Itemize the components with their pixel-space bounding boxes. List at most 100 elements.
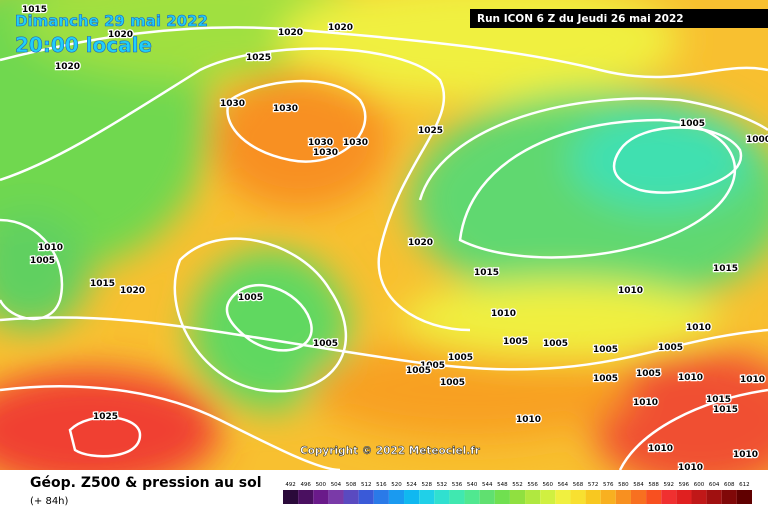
isobars xyxy=(0,26,768,470)
legend-label: 512 xyxy=(361,482,372,488)
isobar-label: 1010 xyxy=(686,323,711,333)
legend-label: 612 xyxy=(739,482,750,488)
isobar-label: 1025 xyxy=(418,126,443,136)
isobar-label: 1020 xyxy=(328,23,353,33)
isobar-label: 1030 xyxy=(220,99,245,109)
legend-label: 576 xyxy=(603,482,614,488)
isobar-label: 1005 xyxy=(448,353,473,363)
legend-swatch xyxy=(358,490,374,504)
legend-swatch xyxy=(313,490,329,504)
legend-label: 532 xyxy=(437,482,448,488)
isobar-label: 1010 xyxy=(516,415,541,425)
isobar-label: 1020 xyxy=(108,30,133,40)
isobar-label: 1025 xyxy=(93,412,118,422)
legend-swatch xyxy=(298,490,314,504)
isobar-label: 1015 xyxy=(706,395,731,405)
legend-label: 552 xyxy=(512,482,523,488)
legend-swatch xyxy=(600,490,616,504)
isobar-label: 1005 xyxy=(636,369,661,379)
isobar-label: 1005 xyxy=(406,366,431,376)
isobar-label: 1005 xyxy=(543,339,568,349)
legend-label: 580 xyxy=(618,482,629,488)
time: 20:00 locale xyxy=(15,33,152,57)
isobar-label: 1000 xyxy=(746,135,768,145)
legend-swatch xyxy=(434,490,450,504)
legend-label: 608 xyxy=(724,482,735,488)
isobar-label: 1005 xyxy=(593,374,618,384)
legend-label: 496 xyxy=(300,482,311,488)
legend-label: 588 xyxy=(648,482,659,488)
legend-label: 600 xyxy=(694,482,705,488)
isobar-label: 1005 xyxy=(680,119,705,129)
legend-label: 548 xyxy=(497,482,508,488)
isobar-label: 1005 xyxy=(238,293,263,303)
legend-label: 500 xyxy=(316,482,327,488)
isobar-label: 1005 xyxy=(593,345,618,355)
legend-label: 516 xyxy=(376,482,387,488)
legend-swatch xyxy=(283,490,299,504)
isobar-label: 1020 xyxy=(408,238,433,248)
legend-swatch xyxy=(570,490,586,504)
isobar-label: 1010 xyxy=(740,375,765,385)
isobar-labels: 1015 1020 1020 1020 1020 1025 1030 1030 1030 1030… xyxy=(21,4,768,475)
isobar-label: 1010 xyxy=(633,398,658,408)
legend-label: 568 xyxy=(573,482,584,488)
run-info: Run ICON 6 Z du Jeudi 26 mai 2022 xyxy=(477,13,684,25)
legend-label: 596 xyxy=(679,482,690,488)
legend-swatch xyxy=(615,490,631,504)
legend-label: 524 xyxy=(406,482,417,488)
legend-label: 544 xyxy=(482,482,493,488)
legend-label: 592 xyxy=(664,482,675,488)
legend-label: 508 xyxy=(346,482,357,488)
isobar-label: 1025 xyxy=(246,53,271,63)
isobar-label: 1010 xyxy=(618,286,643,296)
isobar-label: 1005 xyxy=(30,256,55,266)
legend-swatch xyxy=(706,490,722,504)
isobar-label: 1015 xyxy=(22,5,47,15)
isobar-label: 1020 xyxy=(120,286,145,296)
isobar-label: 1030 xyxy=(343,138,368,148)
footer-subtitle: (+ 84h) xyxy=(30,496,69,507)
legend-swatch xyxy=(479,490,495,504)
legend-label: 504 xyxy=(331,482,342,488)
legend-label: 560 xyxy=(543,482,554,488)
legend-swatch xyxy=(404,490,420,504)
legend-swatch xyxy=(630,490,647,504)
isobar-label: 1030 xyxy=(273,104,298,114)
legend-swatch xyxy=(373,490,389,504)
isobar-label: 1020 xyxy=(278,28,303,38)
legend-swatch xyxy=(555,490,571,504)
legend-label: 584 xyxy=(633,482,644,488)
isobar-label: 1020 xyxy=(55,62,80,72)
color-legend: 492 496 500 504 508 512 516 520 524 528 532 536 540 5… xyxy=(283,482,752,504)
isobar-label: 1030 xyxy=(308,138,333,148)
copyright: Copyright © 2022 Meteociel.fr xyxy=(300,445,481,457)
legend-swatch xyxy=(525,490,541,504)
legend-label: 564 xyxy=(558,482,569,488)
run-banner xyxy=(470,9,768,28)
legend-label: 528 xyxy=(421,482,432,488)
legend-swatch xyxy=(646,490,662,504)
legend-label: 520 xyxy=(391,482,402,488)
isobar-label: 1005 xyxy=(420,361,445,371)
isobar-label: 1005 xyxy=(503,337,528,347)
legend-swatch xyxy=(449,490,465,504)
isobar-label: 1015 xyxy=(713,264,738,274)
legend-swatch xyxy=(721,490,737,504)
legend-swatch xyxy=(343,490,359,504)
isobar-label: 1015 xyxy=(713,405,738,415)
legend-swatch xyxy=(419,490,435,504)
legend-label: 536 xyxy=(452,482,463,488)
legend-label: 604 xyxy=(709,482,720,488)
legend-swatch xyxy=(494,490,510,504)
isobar-label: 1005 xyxy=(440,378,465,388)
legend-swatch xyxy=(736,490,752,504)
legend-label: 572 xyxy=(588,482,599,488)
isobar-label: 1010 xyxy=(678,373,703,383)
isobar-label: 1010 xyxy=(491,309,516,319)
legend-swatch xyxy=(661,490,677,504)
legend-swatch xyxy=(691,490,707,504)
legend-swatch xyxy=(328,490,344,504)
isobar-label: 1005 xyxy=(658,343,683,353)
